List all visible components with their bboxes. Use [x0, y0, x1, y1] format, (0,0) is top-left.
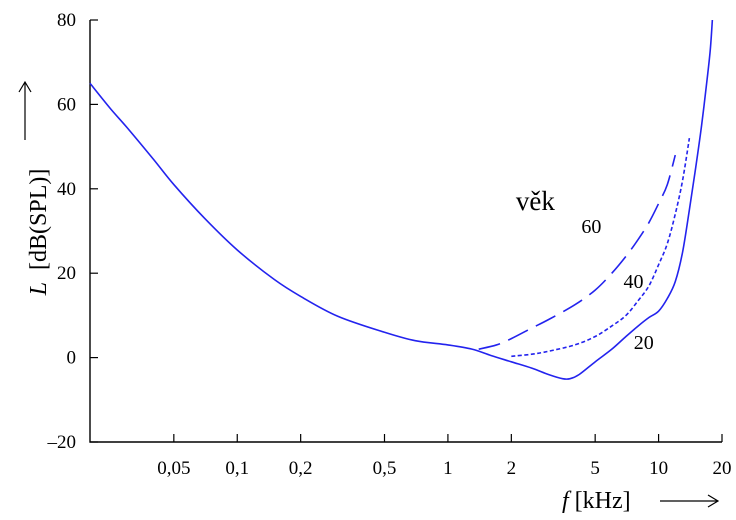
series-labels: 20 40 60: [581, 216, 653, 354]
y-tick-label: 20: [57, 263, 76, 284]
x-tick-label: 20: [713, 458, 732, 479]
x-tick-label: 1: [443, 458, 453, 479]
curve-label-40: 40: [623, 271, 643, 293]
x-tick-label: 2: [507, 458, 517, 479]
y-axis-arrow: [18, 80, 32, 140]
curve-label-60: 60: [581, 216, 601, 238]
curves: [89, 19, 714, 381]
x-tick-label: 5: [590, 458, 600, 479]
y-tick-label: 80: [57, 10, 76, 31]
y-axis-label-unit: [dB(SPL)]: [26, 169, 52, 270]
x-axis-label-unit: [kHz]: [575, 488, 631, 514]
x-tick-label: 0,1: [225, 458, 249, 479]
y-axis-label: L [dB(SPL)]: [26, 169, 52, 297]
y-tick-label: 0: [67, 348, 77, 369]
curve-label-20: 20: [634, 332, 654, 354]
y-tick-label: –20: [47, 432, 77, 453]
x-tick-label: 10: [649, 458, 668, 479]
annotations: věk: [516, 186, 555, 216]
y-axis-label-var: L: [26, 282, 52, 296]
x-tick-label: 0,05: [157, 458, 190, 479]
tick-labels: 0,05 0,1 0,2 0,5 1 2 5 10 20 –20 0 20 40 60 80: [47, 10, 732, 479]
x-axis-arrow: [660, 494, 720, 508]
x-tick-label: 0,2: [289, 458, 313, 479]
y-tick-label: 40: [57, 179, 76, 200]
curve-40: [511, 138, 691, 358]
y-tick-label: 60: [57, 94, 76, 115]
age-annotation: věk: [516, 186, 555, 216]
axes: [89, 20, 722, 443]
x-axis-label: f [kHz]: [562, 488, 631, 514]
plot-frame: [89, 20, 722, 443]
tick-marks: [90, 19, 723, 443]
x-axis-label-var: f: [562, 488, 572, 514]
curve-60: [478, 154, 677, 350]
curve-20: [89, 19, 714, 381]
x-tick-label: 0,5: [373, 458, 397, 479]
